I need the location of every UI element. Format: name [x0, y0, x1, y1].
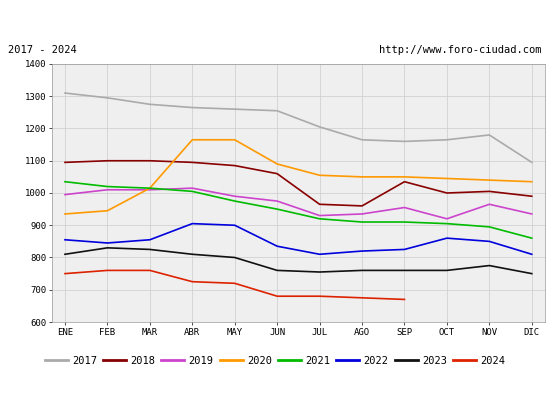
Text: 2017 - 2024: 2017 - 2024	[8, 45, 77, 55]
Legend: 2017, 2018, 2019, 2020, 2021, 2022, 2023, 2024: 2017, 2018, 2019, 2020, 2021, 2022, 2023…	[41, 352, 509, 370]
Text: http://www.foro-ciudad.com: http://www.foro-ciudad.com	[379, 45, 542, 55]
Text: Evolucion del paro registrado en Mos: Evolucion del paro registrado en Mos	[124, 12, 426, 26]
